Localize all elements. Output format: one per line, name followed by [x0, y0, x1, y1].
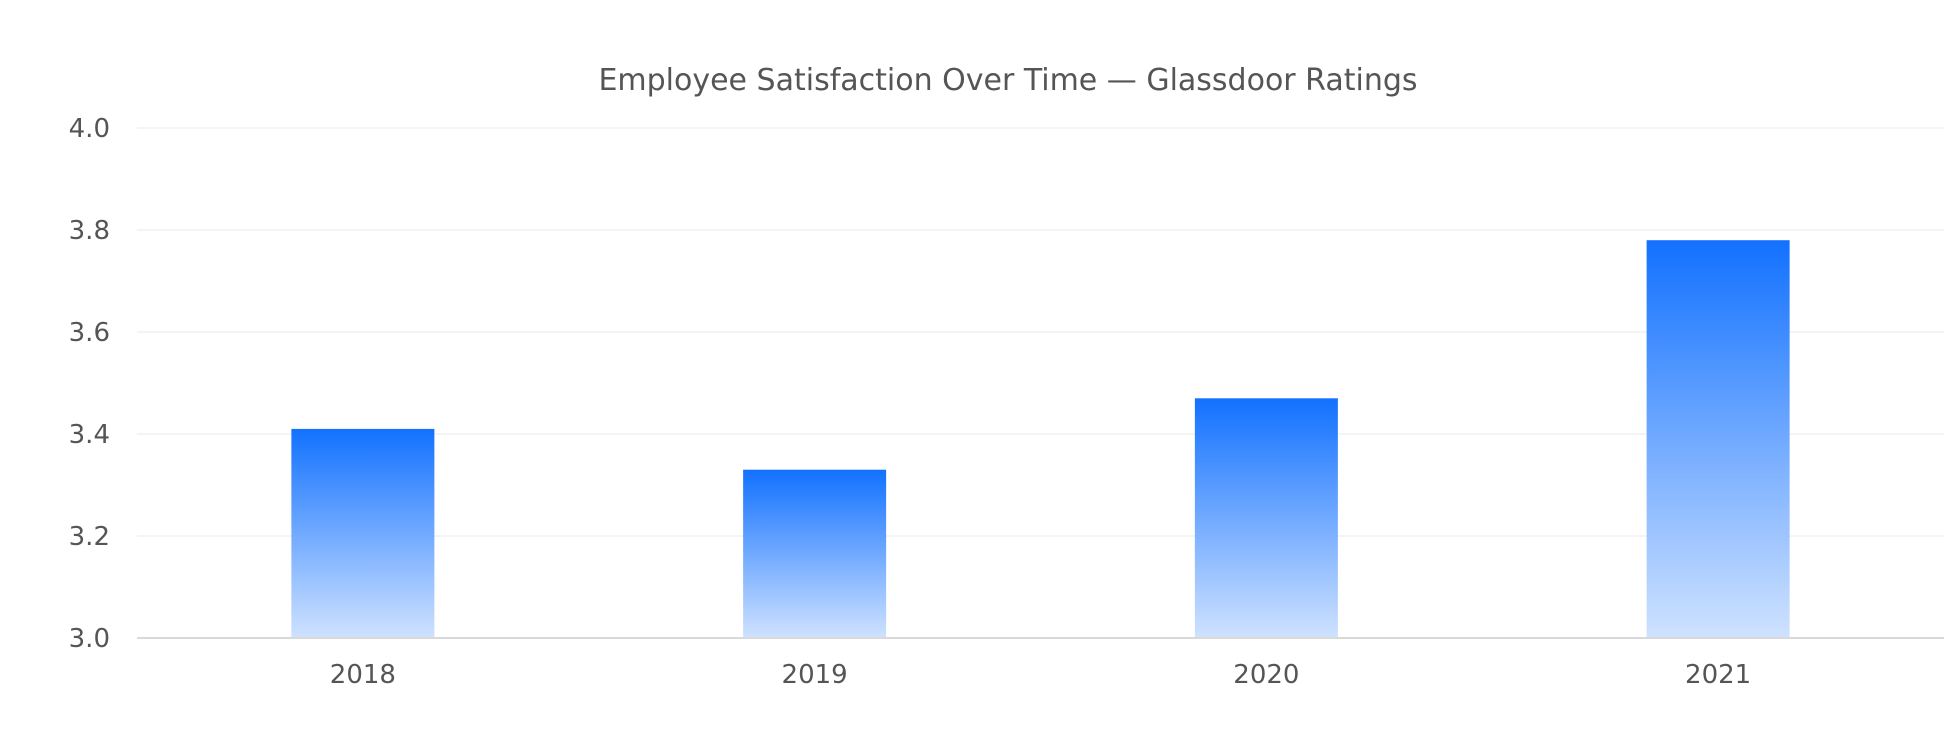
- y-tick-label: 4.0: [69, 114, 110, 144]
- bars: [291, 240, 1790, 638]
- y-tick-label: 3.8: [69, 216, 110, 246]
- x-tick-label: 2020: [1233, 660, 1299, 690]
- y-tick-label: 3.0: [69, 624, 110, 654]
- bar-2019: [743, 469, 887, 638]
- y-axis-ticks: 3.0 3.2 3.4 3.6 3.8 4.0: [69, 114, 110, 654]
- bar-2020: [1194, 398, 1338, 638]
- y-tick-label: 3.6: [69, 318, 110, 348]
- y-tick-label: 3.2: [69, 522, 110, 552]
- gridlines: [137, 127, 1944, 537]
- bar-2018: [291, 428, 435, 638]
- chart-title: Employee Satisfaction Over Time — Glassd…: [598, 63, 1417, 98]
- y-tick-label: 3.4: [69, 420, 110, 450]
- bar-2021: [1646, 240, 1790, 638]
- x-tick-label: 2018: [330, 660, 396, 690]
- x-axis-ticks: 2018 2019 2020 2021: [330, 660, 1751, 690]
- x-tick-label: 2021: [1685, 660, 1751, 690]
- x-tick-label: 2019: [782, 660, 848, 690]
